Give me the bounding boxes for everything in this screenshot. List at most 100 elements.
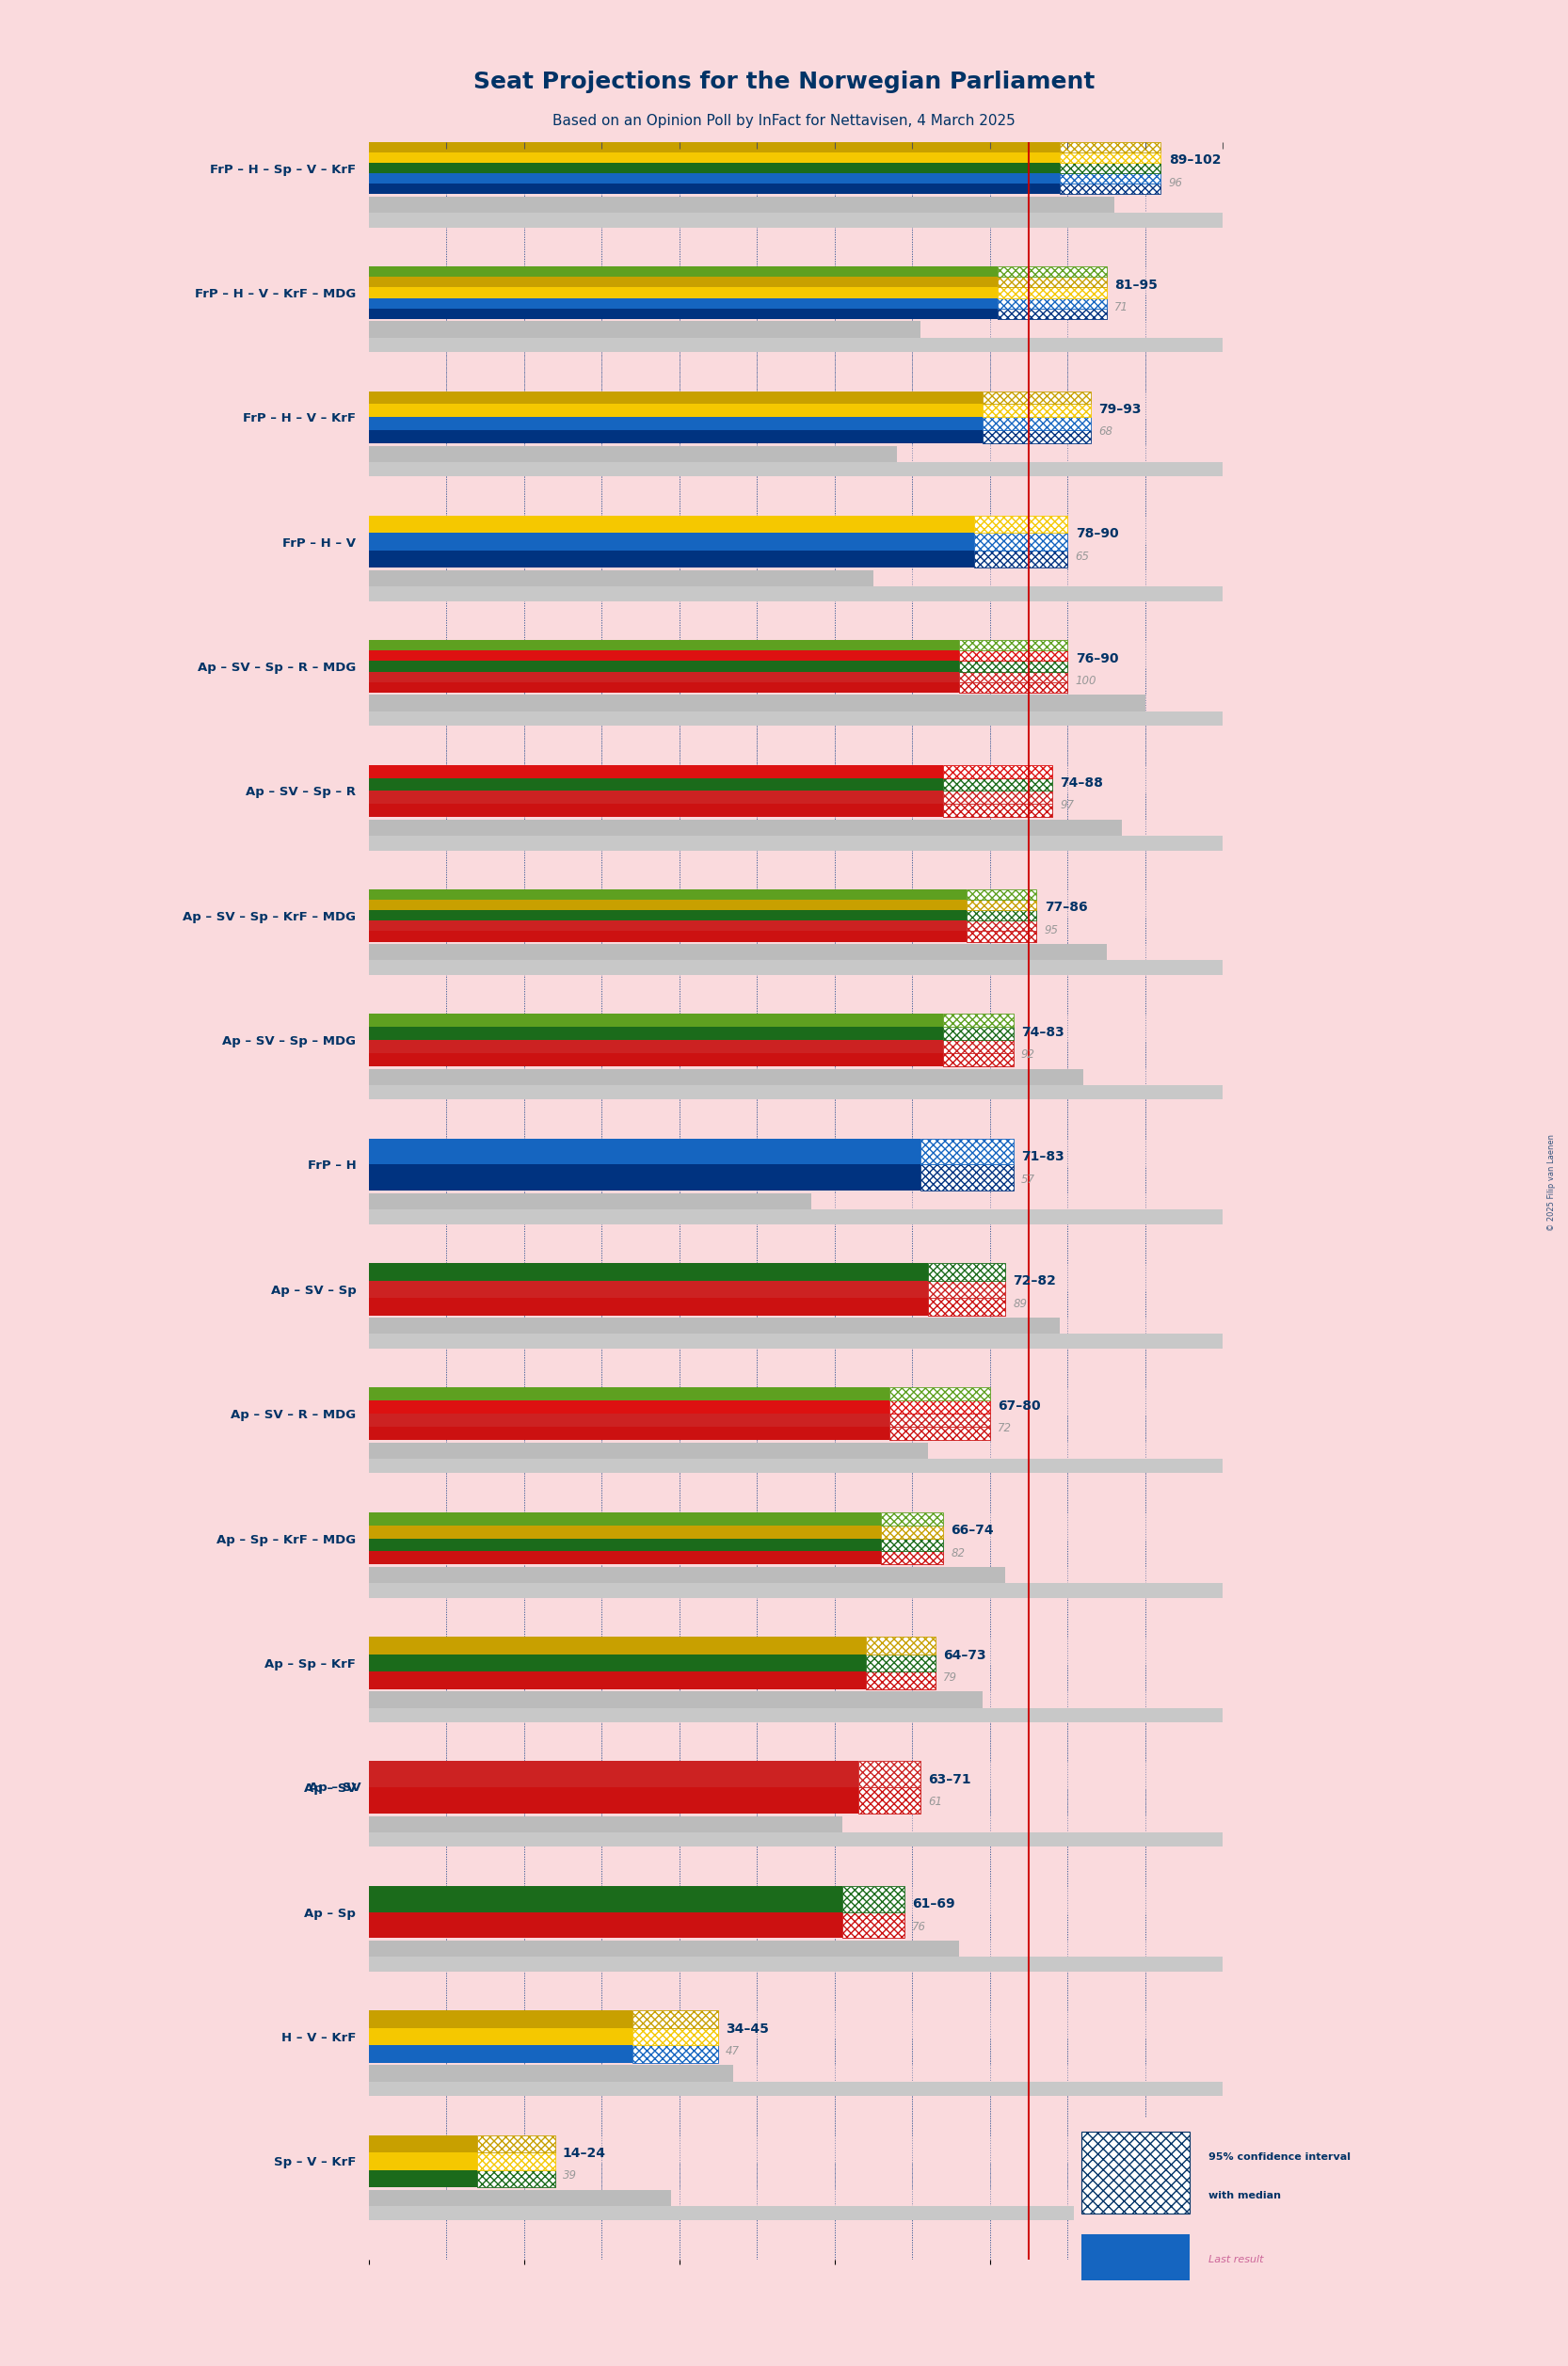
Bar bbox=[368, 660, 960, 672]
Text: Ap – SV: Ap – SV bbox=[309, 1782, 361, 1793]
Text: 77–86: 77–86 bbox=[1044, 901, 1087, 913]
Bar bbox=[368, 1673, 866, 1689]
Bar bbox=[368, 2011, 632, 2028]
Text: 57: 57 bbox=[1021, 1174, 1035, 1185]
Text: 64–73: 64–73 bbox=[944, 1649, 986, 1661]
Bar bbox=[368, 696, 1145, 712]
Bar bbox=[997, 298, 1107, 308]
Bar bbox=[982, 431, 1091, 442]
Text: 47: 47 bbox=[726, 2044, 740, 2058]
Bar bbox=[368, 277, 997, 286]
Text: with median: with median bbox=[1209, 2191, 1281, 2200]
Text: 34–45: 34–45 bbox=[726, 2023, 768, 2035]
Bar bbox=[368, 641, 960, 651]
Text: 95% confidence interval: 95% confidence interval bbox=[1209, 2153, 1350, 2160]
Bar bbox=[368, 911, 966, 920]
Bar bbox=[928, 1263, 1005, 1280]
Text: 97: 97 bbox=[1060, 800, 1074, 812]
Bar bbox=[368, 804, 944, 816]
Bar bbox=[1060, 142, 1160, 151]
Bar bbox=[368, 2134, 477, 2153]
Text: 61: 61 bbox=[928, 1796, 942, 1808]
Bar bbox=[368, 672, 960, 681]
Bar bbox=[997, 286, 1107, 298]
Bar bbox=[944, 1053, 1013, 1067]
Text: 67–80: 67–80 bbox=[997, 1398, 1041, 1413]
Bar bbox=[997, 267, 1107, 277]
Bar bbox=[368, 1041, 944, 1053]
Text: 76–90: 76–90 bbox=[1076, 653, 1118, 665]
Bar bbox=[368, 1552, 881, 1564]
Bar bbox=[1060, 163, 1160, 173]
Bar bbox=[368, 1209, 1223, 1223]
Bar bbox=[368, 2066, 734, 2082]
Bar bbox=[368, 1637, 866, 1654]
Bar bbox=[1060, 151, 1160, 163]
Bar bbox=[368, 551, 974, 568]
Bar bbox=[368, 1886, 842, 1912]
Bar bbox=[960, 660, 1068, 672]
Bar bbox=[368, 286, 997, 298]
Text: 76: 76 bbox=[913, 1921, 927, 1933]
Bar bbox=[368, 712, 1223, 726]
Bar bbox=[368, 1443, 928, 1457]
Text: 61–69: 61–69 bbox=[913, 1898, 955, 1912]
Bar bbox=[368, 1386, 889, 1401]
Bar bbox=[966, 890, 1036, 899]
Bar bbox=[866, 1654, 936, 1673]
Bar bbox=[368, 961, 1223, 975]
Bar bbox=[960, 651, 1068, 660]
Bar bbox=[944, 778, 1052, 790]
Bar bbox=[368, 2191, 671, 2205]
Bar bbox=[368, 1427, 889, 1441]
Text: 79–93: 79–93 bbox=[1099, 402, 1142, 416]
Bar bbox=[368, 196, 1115, 213]
Bar bbox=[368, 932, 966, 942]
Bar bbox=[368, 308, 997, 319]
Bar bbox=[477, 2134, 555, 2153]
Text: 71: 71 bbox=[1115, 300, 1129, 312]
Bar bbox=[368, 1415, 889, 1427]
Text: 100: 100 bbox=[1076, 674, 1096, 686]
Bar bbox=[1060, 185, 1160, 194]
Bar bbox=[368, 1280, 928, 1299]
Bar bbox=[966, 932, 1036, 942]
Bar bbox=[368, 1027, 944, 1041]
Text: Based on an Opinion Poll by InFact for Nettavisen, 4 March 2025: Based on an Opinion Poll by InFact for N… bbox=[552, 114, 1016, 128]
Text: Last result: Last result bbox=[1209, 2255, 1264, 2264]
Bar bbox=[368, 570, 873, 587]
Bar bbox=[368, 405, 982, 416]
Bar bbox=[866, 1673, 936, 1689]
Bar bbox=[368, 2028, 632, 2044]
Text: 89–102: 89–102 bbox=[1168, 154, 1221, 168]
Text: © 2025 Filip van Laenen: © 2025 Filip van Laenen bbox=[1548, 1136, 1555, 1230]
Bar bbox=[368, 1912, 842, 1938]
Bar bbox=[368, 163, 1060, 173]
Bar bbox=[368, 1053, 944, 1067]
Bar bbox=[889, 1386, 989, 1401]
Bar bbox=[368, 2044, 632, 2063]
Bar bbox=[368, 1192, 811, 1209]
Bar bbox=[944, 1027, 1013, 1041]
Bar bbox=[368, 2205, 1223, 2222]
Bar bbox=[368, 532, 974, 551]
Bar bbox=[1082, 2132, 1189, 2215]
Bar bbox=[368, 322, 920, 338]
Bar bbox=[858, 1786, 920, 1815]
Bar bbox=[889, 1401, 989, 1415]
Bar bbox=[368, 461, 1223, 476]
Bar bbox=[920, 1138, 1013, 1164]
Bar bbox=[982, 390, 1091, 405]
Bar bbox=[368, 1817, 842, 1831]
Bar bbox=[368, 944, 1107, 961]
Bar bbox=[881, 1512, 944, 1526]
Bar bbox=[368, 920, 966, 932]
Bar bbox=[966, 920, 1036, 932]
Bar bbox=[477, 2170, 555, 2186]
Bar bbox=[368, 298, 997, 308]
Bar bbox=[960, 681, 1068, 693]
Bar bbox=[966, 911, 1036, 920]
Bar bbox=[368, 1015, 944, 1027]
Bar bbox=[368, 1786, 858, 1815]
Text: 82: 82 bbox=[952, 1547, 966, 1559]
